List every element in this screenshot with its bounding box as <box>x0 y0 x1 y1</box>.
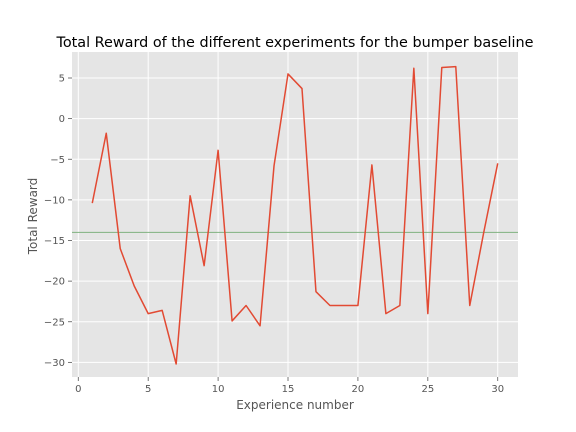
plot-area <box>72 52 518 377</box>
y-tick-label: −25 <box>44 317 65 328</box>
x-tick-label: 5 <box>145 384 151 395</box>
x-tick-label: 20 <box>352 384 365 395</box>
y-axis-label: Total Reward <box>26 178 40 256</box>
x-tick-label: 15 <box>282 384 295 395</box>
x-tick-label: 10 <box>212 384 225 395</box>
chart-title: Total Reward of the different experiment… <box>56 35 534 51</box>
x-tick-label: 25 <box>421 384 434 395</box>
y-tick-label: 5 <box>59 74 65 85</box>
y-tick-label: −30 <box>44 358 65 369</box>
x-tick-label: 0 <box>75 384 81 395</box>
y-tick-label: −15 <box>44 236 65 247</box>
y-tick-label: 0 <box>59 114 65 125</box>
y-tick-label: −5 <box>50 155 65 166</box>
x-tick-label: 30 <box>491 384 504 395</box>
x-axis-ticks: 0 5 10 15 20 25 30 <box>75 377 504 395</box>
y-axis-ticks: −30 −25 −20 −15 −10 −5 0 5 <box>44 74 72 369</box>
y-tick-label: −20 <box>44 277 65 288</box>
grid-lines <box>72 52 518 377</box>
y-tick-label: −10 <box>44 195 65 206</box>
x-axis-label: Experience number <box>236 398 354 412</box>
series-line-total-reward <box>91 65 499 365</box>
